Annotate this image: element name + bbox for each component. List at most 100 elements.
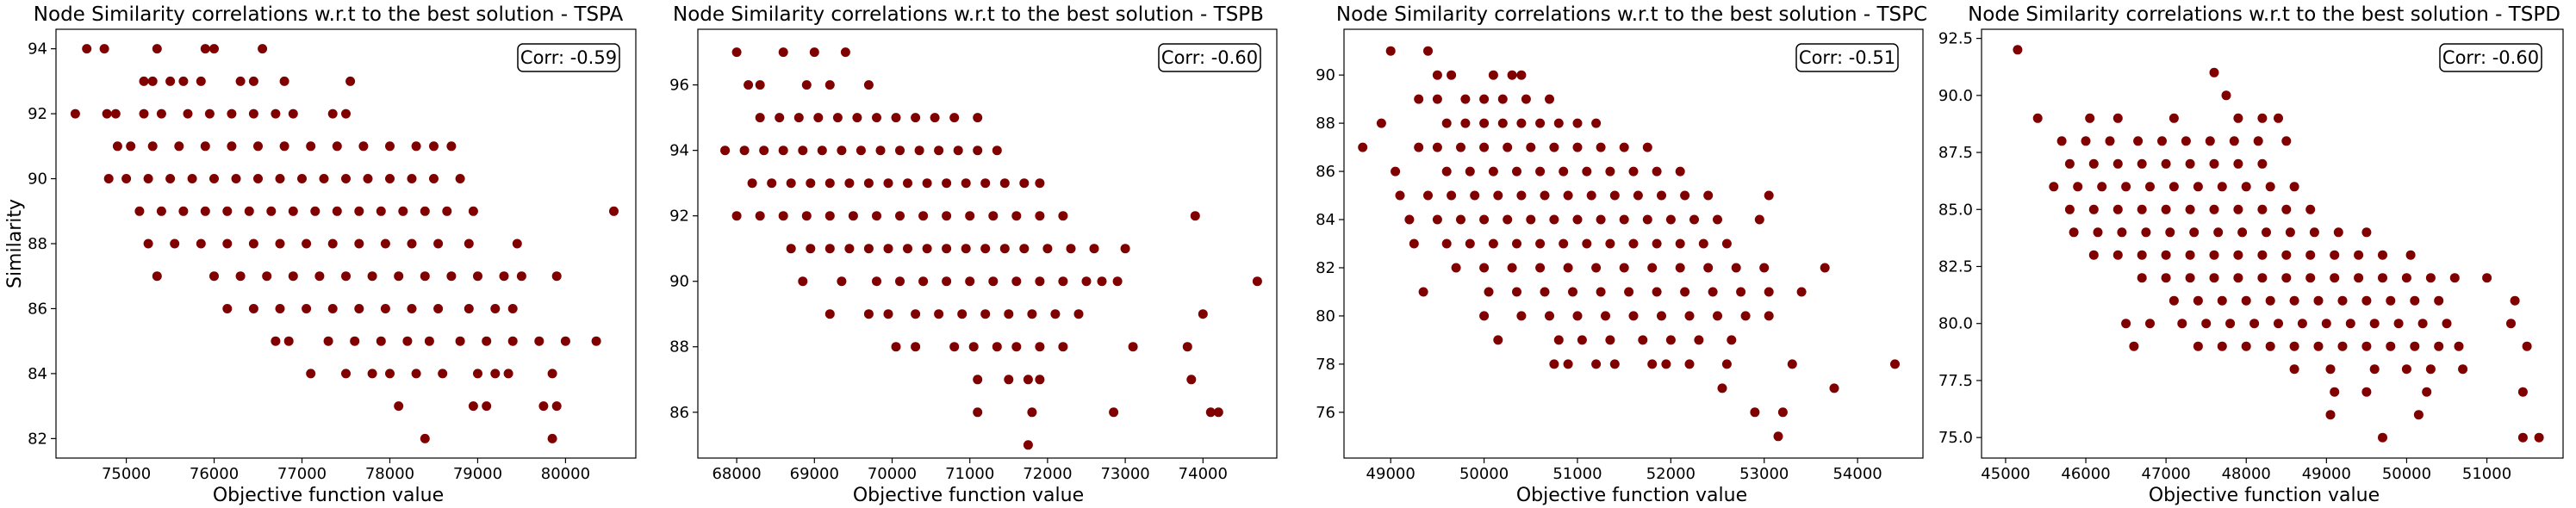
data-point	[2361, 341, 2372, 351]
data-point	[2121, 319, 2131, 329]
data-point	[490, 369, 501, 379]
data-point	[2313, 341, 2324, 351]
data-point	[1441, 239, 1452, 249]
data-point	[2265, 182, 2275, 192]
data-point	[196, 239, 206, 249]
data-point	[310, 206, 320, 216]
data-point	[1545, 94, 1554, 104]
data-point	[2209, 158, 2219, 169]
data-point	[840, 47, 850, 58]
data-point	[1633, 190, 1643, 201]
data-point	[824, 80, 835, 90]
data-point	[2330, 387, 2340, 397]
data-point	[534, 336, 544, 346]
data-point	[1563, 190, 1573, 201]
correlation-box	[517, 43, 620, 72]
data-point	[2161, 250, 2171, 260]
data-point	[407, 304, 417, 313]
data-point	[1128, 342, 1138, 352]
data-point	[980, 309, 991, 319]
data-point	[1609, 190, 1620, 201]
data-point	[1404, 214, 1415, 225]
data-point	[1447, 70, 1457, 80]
data-point	[1535, 263, 1546, 273]
data-point	[1042, 244, 1053, 254]
correlation-annotation: Corr: -0.60	[1161, 47, 1258, 68]
data-point	[1652, 239, 1662, 249]
data-point	[468, 206, 478, 216]
data-point	[1512, 166, 1521, 177]
data-point	[1066, 244, 1076, 254]
data-point	[2185, 273, 2195, 283]
data-point	[731, 47, 742, 58]
data-point	[178, 206, 189, 216]
data-point	[1035, 211, 1045, 221]
data-point	[903, 244, 912, 254]
data-point	[1750, 407, 1760, 418]
data-point	[1591, 263, 1602, 273]
y-axis-label: Similarity	[4, 199, 26, 288]
data-point	[965, 276, 975, 287]
data-point	[2121, 182, 2131, 192]
data-point	[288, 271, 298, 282]
data-point	[1619, 142, 1629, 152]
data-point	[1073, 309, 1084, 319]
data-point	[2289, 182, 2299, 192]
x-tick-label: 51000	[1552, 465, 1602, 483]
data-point	[922, 178, 932, 189]
data-point	[200, 141, 210, 152]
x-tick-label: 47000	[2142, 465, 2191, 483]
plot-frame	[1343, 28, 1924, 459]
x-tick-label: 68000	[712, 465, 761, 483]
data-point	[1503, 214, 1513, 225]
data-point	[1432, 94, 1442, 104]
data-point	[914, 146, 924, 156]
data-point	[271, 336, 281, 346]
data-point	[856, 146, 866, 156]
data-point	[363, 174, 373, 183]
data-point	[1698, 239, 1708, 249]
data-point	[376, 336, 386, 346]
data-point	[420, 271, 430, 282]
data-point	[262, 271, 272, 282]
data-point	[2458, 364, 2468, 375]
data-point	[1680, 190, 1690, 201]
data-point	[806, 244, 816, 254]
data-point	[731, 211, 742, 221]
data-point	[2410, 341, 2420, 351]
data-point	[1035, 342, 1045, 352]
data-point	[156, 206, 166, 216]
data-point	[934, 146, 944, 156]
data-point	[429, 141, 439, 152]
data-point	[547, 433, 557, 443]
data-point	[1512, 239, 1521, 249]
data-point	[516, 271, 526, 282]
data-point	[2137, 250, 2147, 260]
data-point	[2161, 204, 2171, 214]
data-point	[747, 178, 757, 189]
data-point	[126, 141, 136, 152]
data-point	[424, 336, 434, 346]
x-tick-label: 78000	[365, 465, 414, 483]
data-point	[1385, 46, 1396, 56]
data-point	[2112, 250, 2123, 260]
data-point	[2482, 273, 2492, 283]
y-tick-label: 78	[1316, 356, 1335, 374]
data-point	[332, 206, 342, 216]
data-point	[438, 369, 448, 379]
data-point	[755, 80, 765, 90]
data-point	[2209, 204, 2219, 214]
data-point	[231, 174, 241, 183]
data-point	[1497, 118, 1508, 128]
data-point	[354, 239, 364, 249]
data-point	[507, 304, 518, 313]
data-point	[2434, 341, 2444, 351]
data-point	[327, 108, 338, 119]
correlation-annotation: Corr: -0.60	[2442, 47, 2539, 68]
data-point	[2205, 136, 2215, 146]
data-point	[824, 244, 835, 254]
data-point	[1089, 244, 1099, 254]
y-tick-label: 80	[1316, 307, 1335, 325]
data-point	[327, 304, 338, 313]
data-point	[1572, 311, 1583, 321]
